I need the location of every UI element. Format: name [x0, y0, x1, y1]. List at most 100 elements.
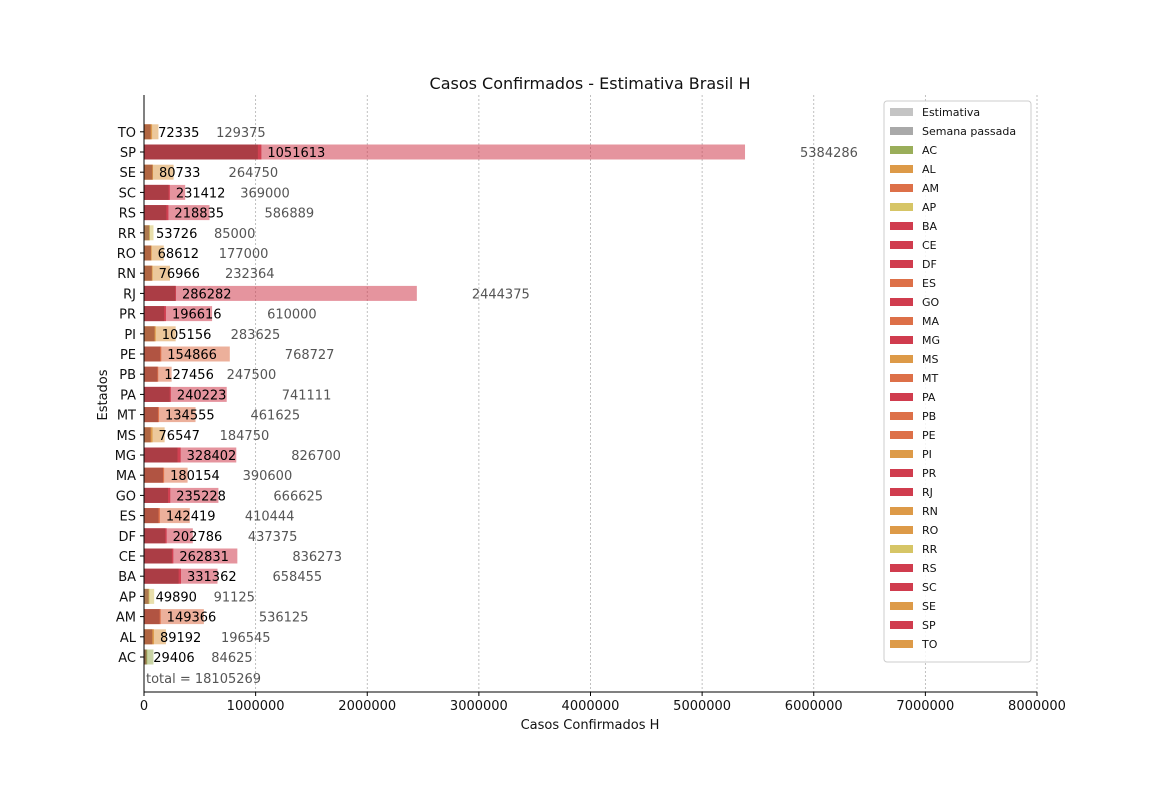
label-current-mg: 328402: [187, 449, 237, 464]
x-tick-label: 3000000: [450, 699, 508, 714]
bar-last-week-ce: [144, 548, 172, 564]
label-estimate-ma: 390600: [243, 469, 293, 484]
bar-last-week-pb: [144, 366, 158, 382]
bar-estimate-pe: [144, 346, 230, 362]
legend-entry-label: PA: [922, 391, 936, 404]
label-current-pr: 196616: [172, 308, 222, 323]
legend-entry-label: Estimativa: [922, 106, 980, 119]
legend-entry-label: Semana passada: [922, 125, 1016, 138]
label-estimate-al: 196545: [221, 631, 271, 646]
legend-swatch: [890, 564, 913, 572]
legend-entry-label: AL: [922, 163, 937, 176]
legend-swatch: [890, 146, 913, 154]
y-tick-label-mt: MT: [117, 409, 136, 424]
label-estimate-ac: 84625: [211, 651, 252, 666]
legend-swatch: [890, 488, 913, 496]
legend-swatch: [890, 412, 913, 420]
label-estimate-pr: 610000: [267, 308, 317, 323]
bar-last-week-se: [144, 164, 153, 180]
y-tick-label-go: GO: [116, 489, 136, 504]
label-estimate-ms: 184750: [220, 429, 270, 444]
bar-last-week-sp: [144, 144, 258, 160]
x-tick-label: 1000000: [227, 699, 285, 714]
legend-swatch: [890, 127, 913, 135]
label-estimate-pi: 283625: [231, 328, 281, 343]
label-current-am: 149366: [167, 611, 217, 626]
y-tick-label-ms: MS: [117, 429, 136, 444]
label-current-ce: 262831: [179, 550, 229, 565]
label-current-sc: 231412: [176, 186, 226, 201]
label-current-pa: 240223: [177, 388, 227, 403]
legend: Estimativa Semana passada AC AL AM AP BA CE DF ES…: [883, 100, 1032, 663]
label-estimate-rs: 586889: [265, 207, 315, 222]
label-current-al: 89192: [160, 631, 201, 646]
legend-entry-label: MT: [922, 372, 938, 385]
bar-last-week-es: [144, 508, 159, 524]
label-current-ac: 29406: [153, 651, 194, 666]
y-tick-label-es: ES: [120, 510, 136, 525]
legend-swatch: [890, 583, 913, 591]
legend-entry-label: MS: [922, 353, 938, 366]
bar-last-week-ma: [144, 467, 163, 483]
legend-entry-label: RO: [922, 524, 939, 537]
y-tick-label-pi: PI: [124, 328, 136, 343]
bar-last-week-al: [144, 629, 153, 645]
legend-swatch: [890, 165, 913, 173]
y-tick-label-al: AL: [120, 631, 137, 646]
label-current-rr: 53726: [156, 227, 197, 242]
label-estimate-ce: 836273: [292, 550, 342, 565]
legend-swatch: [890, 241, 913, 249]
y-tick-label-sp: SP: [120, 146, 136, 161]
y-tick-label-ma: MA: [116, 469, 136, 484]
y-tick-label-rr: RR: [118, 227, 136, 242]
bar-last-week-rs: [144, 205, 167, 221]
legend-swatch: [890, 507, 913, 515]
legend-entry-label: SP: [922, 619, 936, 632]
legend-swatch: [890, 317, 913, 325]
bar-last-week-pi: [144, 326, 155, 342]
legend-swatch: [890, 526, 913, 534]
legend-swatch: [890, 355, 913, 363]
y-tick-label-ba: BA: [118, 570, 136, 585]
legend-entry-label: AM: [922, 182, 939, 195]
legend-entry-label: PI: [922, 448, 932, 461]
legend-entry-label: RS: [922, 562, 937, 575]
legend-entry-label: RN: [922, 505, 938, 518]
legend-swatch: [890, 203, 913, 211]
bar-last-week-sc: [144, 184, 169, 200]
legend-entry-label: PB: [922, 410, 936, 423]
label-estimate-rn: 232364: [225, 267, 275, 282]
label-current-pi: 105156: [162, 328, 212, 343]
label-estimate-rj: 2444375: [472, 287, 530, 302]
legend-swatch: [890, 469, 913, 477]
legend-swatch: [890, 545, 913, 553]
label-current-rj: 286282: [182, 287, 232, 302]
bar-last-week-ac: [144, 649, 147, 665]
legend-swatch: [890, 450, 913, 458]
y-tick-label-pa: PA: [120, 388, 136, 403]
y-ticks: AC AL AM AP BA CE DF ES GO MA MG MS MT PA PB PE PI PR RJ RN…: [115, 126, 144, 666]
bar-last-week-ms: [144, 427, 151, 443]
label-current-df: 202786: [173, 530, 223, 545]
label-estimate-ba: 658455: [273, 570, 323, 585]
label-estimate-mg: 826700: [291, 449, 341, 464]
bar-last-week-rr: [144, 225, 150, 241]
y-tick-label-sc: SC: [119, 186, 136, 201]
y-tick-label-rj: RJ: [123, 287, 136, 302]
label-current-to: 72335: [158, 126, 199, 141]
legend-entry-label: DF: [922, 258, 937, 271]
y-tick-label-pe: PE: [120, 348, 136, 363]
y-tick-label-rs: RS: [119, 207, 136, 222]
label-current-ro: 68612: [158, 247, 199, 262]
label-estimate-go: 666625: [273, 489, 323, 504]
label-estimate-pa: 741111: [282, 388, 332, 403]
bar-last-week-am: [144, 609, 160, 625]
legend-swatch: [890, 222, 913, 230]
bar-last-week-pr: [144, 306, 165, 322]
legend-entry-label: TO: [921, 638, 938, 651]
label-estimate-am: 536125: [259, 611, 309, 626]
x-tick-label: 8000000: [1008, 699, 1066, 714]
label-current-rs: 218835: [174, 207, 224, 222]
bar-last-week-ro: [144, 245, 151, 261]
